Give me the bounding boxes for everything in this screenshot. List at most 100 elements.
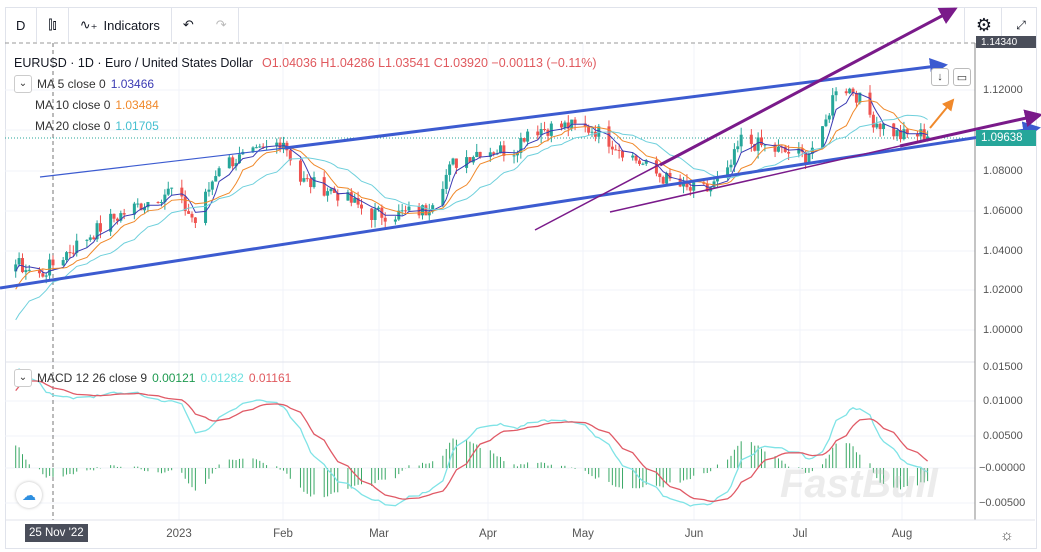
candle-body	[668, 172, 672, 179]
macd-tick: 0.00500	[983, 430, 1023, 442]
collapse-chevron-icon[interactable]: ⌄	[14, 74, 32, 93]
candle-body	[234, 163, 238, 167]
trendline-lower	[0, 121, 1041, 290]
candle-body	[302, 178, 306, 182]
collapse-chevron-icon[interactable]: ⌄	[14, 368, 32, 387]
candle-body	[237, 154, 241, 164]
candle-body	[631, 155, 635, 158]
macd-tick: −0.00500	[979, 497, 1026, 509]
watermark-logo: FastBull	[780, 462, 938, 506]
candle-body	[288, 150, 292, 161]
candle-body	[143, 207, 147, 211]
indicators-button[interactable]: ∿₊ Indicators	[69, 8, 172, 42]
maximize-pane-button[interactable]: ▭	[953, 68, 971, 86]
fullscreen-button[interactable]: ⤢	[1001, 8, 1040, 42]
trendline-purple-steep	[659, 7, 958, 167]
candle-body	[322, 177, 326, 196]
low-value: L1.03541	[378, 55, 431, 70]
candle-body	[444, 174, 448, 189]
macd-value: 0.01282	[200, 370, 244, 385]
candle-body	[431, 205, 435, 212]
macd-tick: 0.01500	[983, 361, 1023, 373]
candle-body	[590, 131, 594, 133]
candle-body	[441, 188, 445, 206]
date-tick: Mar	[369, 528, 389, 540]
candle-body	[515, 152, 519, 156]
redo-button[interactable]: ↷	[205, 8, 239, 42]
settings-sun-icon[interactable]: ☼	[1000, 527, 1014, 544]
projection-arrow	[929, 98, 955, 129]
candle-body	[421, 205, 425, 216]
candle-body	[783, 146, 787, 152]
price-tick: 1.12000	[983, 84, 1023, 96]
candle-body	[139, 203, 143, 211]
candle-body	[14, 264, 18, 272]
candle-body	[665, 172, 669, 184]
chart-type-button[interactable]: ⫿⫾	[37, 8, 69, 42]
candle-body	[854, 92, 858, 103]
candle-body	[899, 130, 902, 140]
candle-body	[24, 270, 28, 273]
candle-body	[180, 187, 184, 197]
candle-body	[112, 213, 116, 219]
interval-button[interactable]: D	[5, 8, 38, 42]
candle-body	[776, 146, 780, 152]
candle-body	[346, 192, 350, 201]
candle-body	[661, 177, 665, 184]
candle-body	[65, 252, 69, 261]
candle-body	[376, 207, 380, 210]
scroll-down-button[interactable]: ↓	[931, 68, 949, 86]
candle-body	[763, 144, 767, 146]
candle-body	[359, 204, 363, 209]
candle-body	[851, 88, 855, 93]
candle-body	[715, 177, 719, 182]
candle-body	[119, 213, 123, 221]
candle-body	[20, 258, 24, 273]
candle-body	[298, 160, 302, 182]
candle-body	[688, 187, 692, 191]
indicators-icon: ∿₊	[79, 17, 98, 32]
candle-body	[468, 157, 472, 163]
settings-button[interactable]: ⚙	[964, 8, 1003, 42]
candle-body	[312, 177, 316, 188]
candle-body	[810, 147, 814, 154]
candle-body	[848, 88, 852, 94]
candle-body	[478, 151, 482, 157]
candle-body	[68, 252, 72, 254]
candle-body	[17, 258, 21, 265]
tradingview-logo-icon[interactable]: ☁	[16, 482, 42, 508]
price-tick: 1.02000	[983, 284, 1023, 296]
candle-body	[892, 123, 896, 137]
candle-body	[400, 210, 404, 212]
candle-body	[797, 148, 801, 154]
candle-body	[488, 152, 492, 157]
candle-body	[637, 160, 641, 164]
candle-body	[526, 131, 530, 142]
candle-body	[827, 115, 831, 120]
candle-body	[753, 143, 757, 151]
candle-body	[614, 149, 618, 151]
candle-body	[844, 91, 848, 94]
candle-body	[251, 147, 255, 152]
candle-body	[407, 206, 411, 211]
candle-body	[607, 126, 611, 147]
candle-body	[502, 145, 506, 156]
candle-body	[37, 269, 41, 274]
price-tick: 1.00000	[983, 324, 1023, 336]
candle-body	[109, 213, 113, 232]
candle-body	[787, 151, 791, 154]
undo-button[interactable]: ↶	[172, 8, 205, 42]
candle-body	[261, 146, 265, 148]
candle-body	[85, 239, 89, 241]
candle-body	[27, 269, 31, 271]
indicators-label: Indicators	[103, 17, 160, 33]
symbol-title: EURUSD · 1D · Euro / United States Dolla…	[14, 55, 253, 70]
macd-tick: −0.00000	[979, 462, 1026, 474]
redo-icon: ↷	[215, 17, 227, 32]
candle-body	[156, 201, 160, 203]
candle-body	[336, 192, 340, 201]
date-tick: Jun	[684, 528, 704, 540]
candle-body	[305, 178, 309, 180]
candles-icon: ⫿⫾	[48, 17, 57, 32]
